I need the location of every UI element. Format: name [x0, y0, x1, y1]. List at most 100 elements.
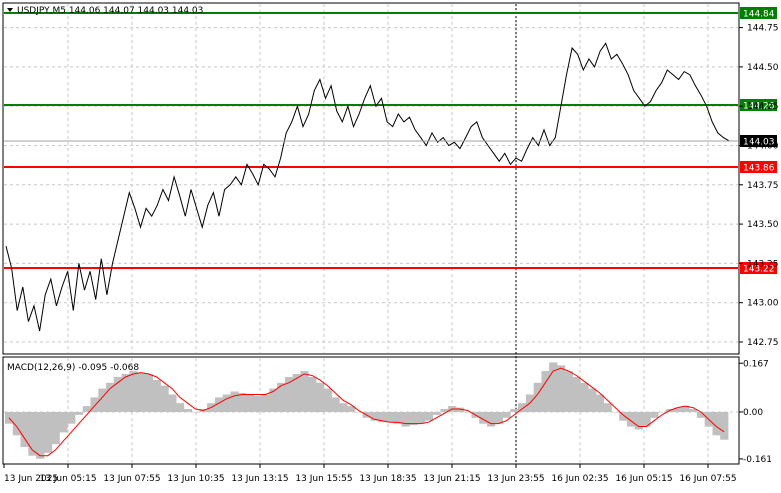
x-tick-label: 13 Jun 07:55: [103, 474, 160, 484]
macd-bar: [393, 412, 402, 424]
macd-bar: [137, 372, 146, 412]
macd-bar: [417, 412, 426, 424]
y-tick-label: 144.50: [747, 63, 779, 73]
macd-bar: [144, 374, 154, 412]
macd-bar: [720, 412, 729, 440]
price-axis: 144.75 144.50 144.25 144.00 143.75 143.50 143.…: [739, 24, 779, 348]
macd-bar: [424, 412, 433, 421]
level-tag: [740, 161, 777, 173]
x-tick-label: 13 Jun 18:35: [359, 474, 416, 484]
y-tick-label: 143.75: [747, 181, 779, 191]
macd-bar: [487, 412, 496, 427]
macd-bar: [541, 371, 550, 412]
macd-bar: [533, 382, 542, 412]
macd-bar: [269, 388, 278, 412]
macd-bar: [401, 412, 410, 427]
macd-bar: [90, 397, 99, 412]
macd-bar: [230, 391, 239, 412]
macd-bar: [479, 412, 488, 424]
y-tick-label: 143.50: [747, 220, 779, 230]
signal-line: [8, 367, 725, 457]
level-tag-label: 143.22: [743, 265, 775, 275]
macd-bar: [214, 397, 224, 412]
macd-bar: [261, 394, 270, 412]
macd-bar: [222, 394, 231, 412]
macd-bar: [28, 412, 37, 456]
macd-bar: [502, 412, 511, 418]
macd-bar: [634, 412, 643, 430]
macd-bar: [432, 412, 441, 415]
macd-bar: [36, 412, 45, 459]
macd-bar: [331, 397, 340, 412]
y-tick-label: 0.00: [743, 408, 763, 418]
macd-bar: [409, 412, 418, 426]
macd-bar: [129, 371, 138, 412]
macd-bar: [518, 403, 527, 412]
price-line: [5, 42, 730, 332]
macd-bar: [82, 406, 91, 412]
macd-bar: [292, 374, 301, 412]
macd-axis: 0.167 0.00 -0.161: [739, 359, 772, 465]
macd-bar: [152, 379, 161, 412]
y-tick-label: 144.25: [747, 102, 779, 112]
macd-bar: [176, 403, 185, 412]
y-tick-label: -0.161: [743, 455, 772, 465]
macd-bar: [564, 371, 573, 412]
macd-bar: [308, 377, 317, 412]
macd-histogram: [5, 362, 729, 459]
macd-bar: [67, 412, 76, 424]
price-panel[interactable]: [2, 2, 740, 355]
macd-bar: [246, 394, 255, 412]
x-tick-label: 13 Jun 13:15: [231, 474, 288, 484]
macd-bar: [689, 409, 698, 412]
macd-bar: [51, 412, 60, 445]
level-tag-label: 144.26: [743, 102, 775, 112]
level-tag: [740, 7, 777, 19]
current-price-label: 144.03: [743, 138, 775, 148]
macd-bar: [658, 412, 667, 413]
macd-bar: [378, 412, 387, 423]
y-tick-label: 144.75: [747, 24, 779, 34]
current-price-tag: [740, 135, 777, 147]
macd-bar: [98, 388, 107, 412]
macd-bar: [75, 412, 84, 415]
level-tag: [740, 262, 777, 274]
macd-bar: [681, 406, 690, 412]
x-tick-label: 13 Jun 15:55: [295, 474, 352, 484]
macd-bar: [712, 412, 721, 436]
macd-bar: [603, 403, 612, 412]
x-tick-label: 13 Jun 23:55: [487, 474, 544, 484]
x-tick-label: 13 Jun 05:15: [39, 474, 96, 484]
macd-bar: [347, 406, 356, 412]
y-tick-label: 144.00: [747, 141, 779, 151]
macd-bar: [12, 412, 21, 436]
x-tick-label: 13 Jun 21:15: [423, 474, 480, 484]
macd-signal: [8, 367, 725, 457]
macd-bar: [43, 412, 53, 453]
macd-bar: [121, 374, 130, 412]
y-tick-label: 0.167: [743, 359, 769, 369]
macd-bar: [160, 385, 169, 412]
macd-bar: [611, 412, 620, 413]
collapse-arrow-icon[interactable]: [7, 8, 13, 12]
macd-bar: [300, 371, 309, 412]
macd-bar: [59, 412, 68, 433]
macd-bar: [354, 412, 363, 413]
macd-bar: [238, 393, 247, 412]
macd-bar: [510, 409, 519, 412]
macd-bar: [494, 412, 503, 424]
macd-bar: [113, 377, 122, 412]
macd-bar: [619, 412, 628, 421]
x-tick-label: 16 Jun 07:55: [679, 474, 736, 484]
x-tick-label: 16 Jun 05:15: [615, 474, 672, 484]
macd-bar: [370, 412, 379, 421]
macd-bar: [183, 409, 192, 412]
macd-bar: [572, 377, 581, 412]
macd-bar: [316, 382, 325, 412]
macd-bar: [642, 412, 651, 427]
macd-bar: [339, 403, 348, 412]
y-tick-label: 143.25: [747, 259, 779, 269]
x-tick-label: 13 Jun 2025: [4, 474, 58, 484]
